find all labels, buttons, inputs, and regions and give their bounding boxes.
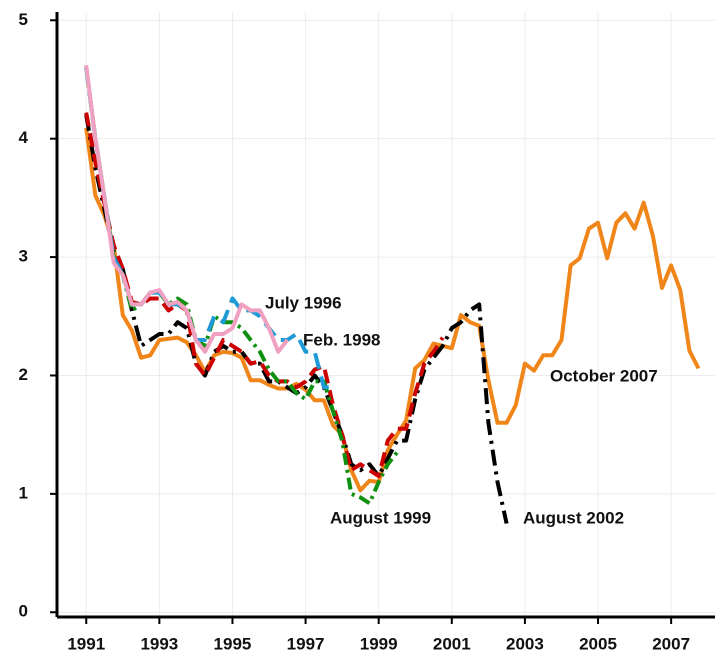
series-label: July 1996 (265, 293, 342, 312)
y-tick-label: 1 (19, 483, 28, 502)
x-tick-label: 1995 (214, 634, 252, 653)
series-line (84, 127, 701, 493)
series-label: August 2002 (523, 508, 624, 527)
y-tick-label: 4 (19, 128, 29, 147)
series-line (84, 65, 289, 354)
series-line (84, 67, 399, 506)
y-tick-label: 2 (19, 365, 28, 384)
x-tick-label: 1997 (287, 634, 325, 653)
series-label: October 2007 (550, 366, 658, 385)
series-line (84, 114, 509, 524)
x-tick-label: 1991 (67, 634, 105, 653)
x-tick-label: 1993 (140, 634, 178, 653)
series-label: August 1999 (330, 508, 431, 527)
x-tick-label: 2005 (579, 634, 617, 653)
y-tick-label: 0 (19, 602, 28, 621)
y-tick-label: 5 (19, 10, 28, 29)
y-tick-label: 3 (19, 247, 28, 266)
x-tick-label: 1999 (360, 634, 398, 653)
x-tick-label: 2007 (652, 634, 690, 653)
x-tick-label: 2001 (433, 634, 471, 653)
series-label: Feb. 1998 (303, 330, 381, 349)
x-tick-label: 2003 (506, 634, 544, 653)
